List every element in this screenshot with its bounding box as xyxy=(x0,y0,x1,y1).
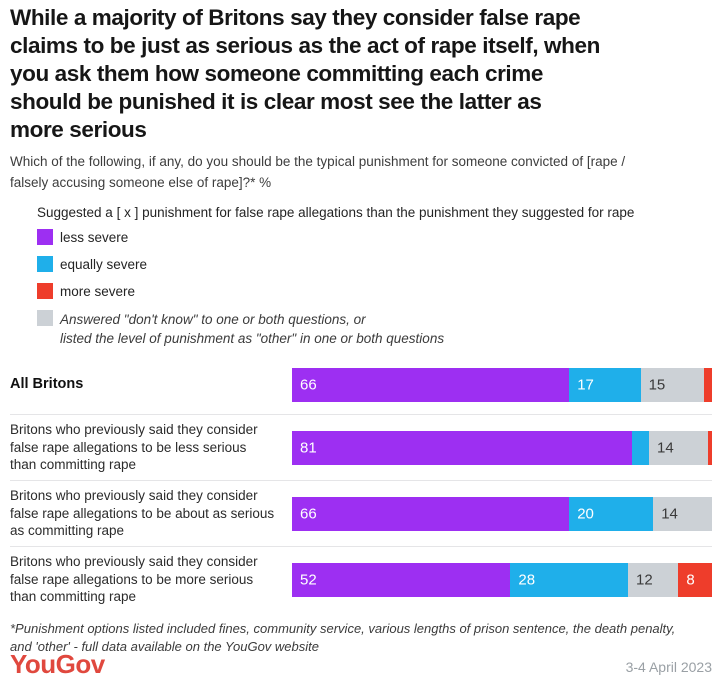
bar-segment-more_severe xyxy=(707,430,712,465)
chart-rows: All Britons 66 17 15 Britons who previously … xyxy=(10,356,712,612)
chart-row: All Britons 66 17 15 xyxy=(10,356,712,414)
chart-row: Britons who previously said they conside… xyxy=(10,546,712,612)
bar-segment-dont_know_other: 15 xyxy=(640,368,704,402)
bar-segment-dont_know_other: 12 xyxy=(627,562,679,597)
segment-value: 52 xyxy=(300,571,317,588)
survey-date: 3-4 April 2023 xyxy=(625,659,712,675)
bar-segment-more_severe xyxy=(703,368,712,402)
chart-row: Britons who previously said they conside… xyxy=(10,414,712,480)
segment-value: 14 xyxy=(656,439,674,456)
segment-value: 66 xyxy=(300,505,317,522)
legend-item-label: Answered "don't know" to one or both que… xyxy=(60,312,445,346)
stacked-bar: 66 17 15 xyxy=(292,368,712,402)
stacked-bar: 52 28 12 8 xyxy=(292,562,712,597)
bar-segment-dont_know_other: 14 xyxy=(648,430,708,465)
row-label: Britons who previously said they conside… xyxy=(10,488,275,539)
segment-value: 14 xyxy=(661,505,678,522)
legend-item-equally-severe: equally severe xyxy=(37,256,709,273)
segment-value: 20 xyxy=(577,505,594,522)
bar-segment-less_severe: 66 xyxy=(292,368,570,402)
equally-severe-swatch-icon xyxy=(37,256,53,272)
segment-value: 81 xyxy=(300,439,317,456)
legend-item-less-severe: less severe xyxy=(37,229,709,246)
bar-segment-equally_severe: 20 xyxy=(569,496,654,531)
more-severe-swatch-icon xyxy=(37,283,53,299)
bar-segment-less_severe: 81 xyxy=(292,430,633,465)
bar-segment-dont_know_other: 14 xyxy=(653,496,712,531)
yougov-logo: YouGov xyxy=(10,649,105,679)
bar-segment-equally_severe: 28 xyxy=(510,562,628,597)
segment-value: 8 xyxy=(686,571,695,588)
segment-value: 66 xyxy=(300,376,317,394)
segment-value: 12 xyxy=(635,571,653,588)
chart-row: Britons who previously said they conside… xyxy=(10,480,712,546)
less-severe-swatch-icon xyxy=(37,229,53,245)
segment-value: 15 xyxy=(648,376,666,394)
bar-segment-less_severe: 66 xyxy=(292,496,570,531)
footnote: *Punishment options listed included fine… xyxy=(10,621,676,654)
question-subtitle: Which of the following, if any, do you s… xyxy=(10,154,626,190)
bar-segment-equally_severe xyxy=(632,430,649,465)
legend-item-label: more severe xyxy=(60,284,136,299)
segment-value: 17 xyxy=(577,376,594,394)
page-title: While a majority of Britons say they con… xyxy=(10,5,600,142)
legend: Suggested a [ x ] punishment for false r… xyxy=(37,205,709,358)
stacked-bar: 66 20 14 xyxy=(292,496,712,531)
legend-item-more-severe: more severe xyxy=(37,283,709,300)
bar-segment-equally_severe: 17 xyxy=(569,368,641,402)
row-label: Britons who previously said they conside… xyxy=(10,554,258,605)
legend-item-label: equally severe xyxy=(60,257,148,272)
dont-know-swatch-icon xyxy=(37,310,53,326)
segment-value: 28 xyxy=(518,571,536,588)
stacked-bar: 81 14 xyxy=(292,430,712,465)
legend-item-dont-know-other: Answered "don't know" to one or both que… xyxy=(37,310,709,348)
legend-header: Suggested a [ x ] punishment for false r… xyxy=(37,205,635,220)
legend-item-label: less severe xyxy=(60,230,129,245)
bar-segment-less_severe: 52 xyxy=(292,562,511,597)
row-label: Britons who previously said they conside… xyxy=(10,422,258,473)
bar-segment-more_severe: 8 xyxy=(678,562,712,597)
row-label: All Britons xyxy=(10,376,84,393)
